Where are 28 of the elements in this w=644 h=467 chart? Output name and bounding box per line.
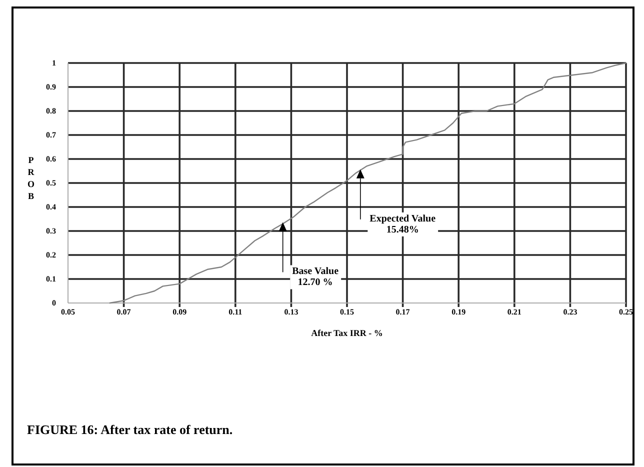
y-tick-label: 0.2 xyxy=(46,250,56,260)
y-tick-label: 0.6 xyxy=(46,154,56,164)
x-axis-title: After Tax IRR - % xyxy=(311,328,383,338)
x-tick-label: 0.15 xyxy=(340,308,354,317)
line-series xyxy=(109,62,627,304)
x-tick-label: 0.19 xyxy=(452,308,466,317)
x-tick-label: 0.09 xyxy=(172,308,187,317)
x-tick-label: 0.05 xyxy=(61,308,75,317)
y-tick-label: 0.8 xyxy=(46,106,56,116)
x-tick-label: 0.21 xyxy=(507,308,522,317)
x-tick-label: 0.11 xyxy=(228,308,242,317)
annotation: Expected Value 15.48% xyxy=(370,213,436,236)
annotation: Base Value 12.70 % xyxy=(292,266,340,288)
x-tick-label: 0.07 xyxy=(116,308,131,317)
y-tick-label: 0.1 xyxy=(46,274,56,284)
y-tick-label: 0.5 xyxy=(46,178,56,188)
x-tick-label: 0.17 xyxy=(396,308,410,317)
y-tick-label: 0.7 xyxy=(46,130,56,140)
y-axis-title: PROB xyxy=(27,155,35,201)
x-tick-label: 0.25 xyxy=(619,308,633,317)
caption: FIGURE 16: After tax rate of return. xyxy=(27,422,233,437)
y-tick-label: 0.9 xyxy=(46,82,56,92)
y-tick-label: 0.3 xyxy=(46,226,56,236)
y-tick-label: 0 xyxy=(52,298,56,308)
y-tick-label: 1 xyxy=(52,58,56,68)
x-tick-label: 0.23 xyxy=(563,308,578,317)
y-tick-label: 0.4 xyxy=(46,202,56,212)
x-tick-label: 0.13 xyxy=(284,308,298,317)
